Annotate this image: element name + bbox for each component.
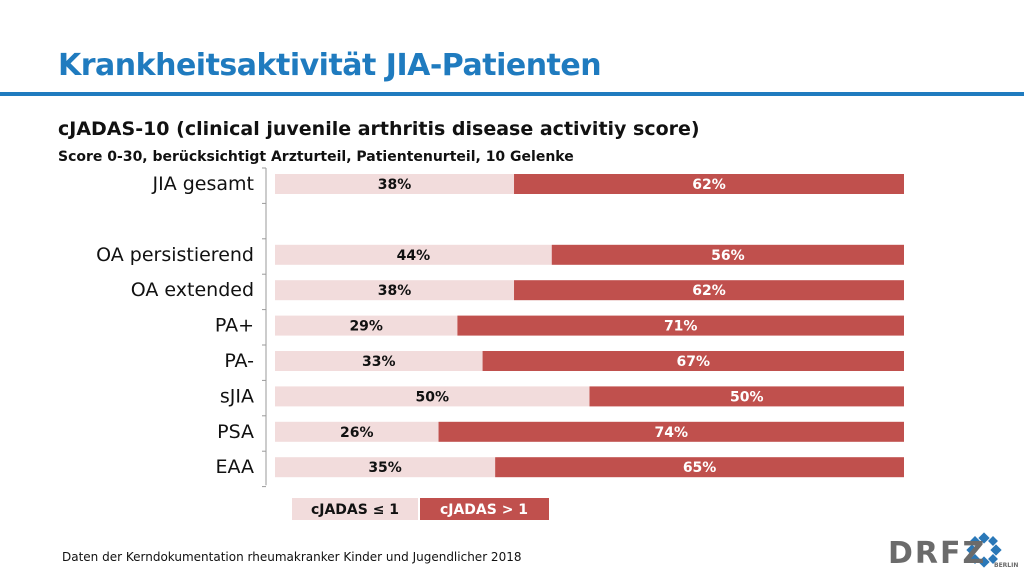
bar-low <box>275 457 496 478</box>
data-label-low: 33% <box>362 354 396 370</box>
bar-high <box>438 421 904 442</box>
data-label-high: 67% <box>677 354 711 370</box>
bar-high <box>514 280 904 301</box>
data-label-low: 35% <box>368 460 402 476</box>
drfz-logo-subtext: BERLIN <box>994 562 1019 569</box>
category-label: PSA <box>217 421 254 443</box>
data-label-high: 65% <box>683 460 717 476</box>
bar-low <box>275 386 590 407</box>
bar-low <box>275 244 552 265</box>
bar-high <box>482 351 904 371</box>
chart-subtitle: cJADAS-10 (clinical juvenile arthritis d… <box>58 118 700 140</box>
drfz-logo-text: DRFZ <box>888 536 987 571</box>
bar-high <box>495 457 904 478</box>
page-title: Krankheitsaktivität JIA-Patienten <box>58 48 602 83</box>
legend-label-low: cJADAS ≤ 1 <box>311 502 399 518</box>
legend-swatch-high <box>420 498 549 520</box>
bar-high <box>457 315 904 336</box>
data-label-low: 38% <box>378 177 412 193</box>
source-footnote: Daten der Kerndokumentation rheumakranke… <box>62 550 522 564</box>
chart-description: Score 0-30, berücksichtigt Arzturteil, P… <box>58 149 574 165</box>
bar-low <box>275 174 515 194</box>
category-label: JIA gesamt <box>152 173 255 195</box>
drfz-logo-icon <box>966 532 1002 568</box>
legend-label-high: cJADAS > 1 <box>440 502 528 518</box>
data-label-high: 62% <box>692 177 726 193</box>
category-label: EAA <box>215 456 254 478</box>
category-label: PA+ <box>215 315 254 337</box>
legend-swatch-low <box>292 498 418 520</box>
bar-low <box>275 421 439 442</box>
data-label-high: 62% <box>692 283 726 299</box>
data-label-high: 56% <box>711 248 745 264</box>
data-label-high: 74% <box>655 425 689 441</box>
bar-low <box>275 351 483 371</box>
category-label: sJIA <box>220 385 254 407</box>
category-label: OA extended <box>131 279 254 301</box>
title-divider <box>0 92 1024 96</box>
data-label-low: 50% <box>415 389 449 405</box>
bar-low <box>275 315 458 336</box>
bar-high <box>514 174 904 194</box>
data-label-low: 29% <box>349 319 383 335</box>
data-label-high: 50% <box>730 389 764 405</box>
category-label: OA persistierend <box>96 244 254 266</box>
data-label-low: 26% <box>340 425 374 441</box>
bar-low <box>275 280 515 301</box>
data-label-low: 44% <box>397 248 431 264</box>
bar-high <box>551 244 904 265</box>
category-label: PA- <box>224 350 254 372</box>
bar-high <box>589 386 904 407</box>
data-label-high: 71% <box>664 319 698 335</box>
data-label-low: 38% <box>378 283 412 299</box>
